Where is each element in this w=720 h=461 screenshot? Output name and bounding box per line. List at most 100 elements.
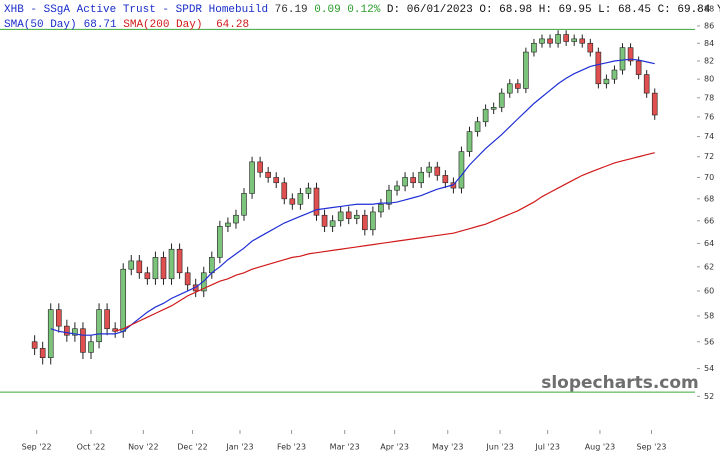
legend: SMA(50 Day) 68.71 SMA(200 Day) 64.28 xyxy=(4,19,249,31)
y-tick-label: 80 xyxy=(704,75,714,84)
x-tick-label: Jul '23 xyxy=(534,443,560,452)
y-tick-label: 70 xyxy=(704,173,714,182)
candle-body xyxy=(370,211,376,231)
legend-name: SMA(50 Day) xyxy=(4,19,77,31)
y-tick-label: 64 xyxy=(704,239,714,248)
candle-body xyxy=(128,260,135,270)
candle-body xyxy=(474,121,481,132)
candle-body xyxy=(571,38,578,42)
candle-body xyxy=(635,60,642,75)
candle-body xyxy=(587,42,594,53)
y-tick-label: 58 xyxy=(704,311,714,320)
candle-body xyxy=(466,131,473,152)
y-tick-label: 52 xyxy=(704,392,714,401)
x-tick-label: Dec '22 xyxy=(177,443,207,452)
candle-body xyxy=(168,248,175,280)
candle-body xyxy=(136,260,143,274)
candle-body xyxy=(378,203,384,213)
x-tick-label: Feb '23 xyxy=(277,443,306,452)
watermark: slopecharts.com xyxy=(541,373,699,393)
quote: D: 06/01/2023 O: 68.98 H: 69.95 L: 68.45… xyxy=(386,4,720,16)
candle-body xyxy=(426,166,433,173)
candle-body xyxy=(273,177,280,184)
candle-body xyxy=(120,268,127,332)
y-tick-label: 84 xyxy=(704,39,714,48)
candle-body xyxy=(611,69,618,80)
candle-body xyxy=(619,47,626,71)
candle-body xyxy=(31,341,38,349)
candle-body xyxy=(329,220,336,227)
candle-body xyxy=(39,348,46,359)
candle-body xyxy=(305,187,312,194)
candle-body xyxy=(498,92,505,108)
header-line: XHB - SSgA Active Trust - SPDR Homebuild… xyxy=(4,4,720,16)
candle-body xyxy=(434,166,441,176)
candle-body xyxy=(289,198,296,205)
candle-body xyxy=(627,47,634,62)
candle-body xyxy=(523,51,529,89)
legend-value: 64.28 xyxy=(216,19,250,31)
x-tick-label: Apr '23 xyxy=(380,443,409,452)
legend-name: SMA(200 Day) xyxy=(123,19,203,31)
candle-body xyxy=(563,34,569,42)
candle-body xyxy=(442,175,449,184)
y-tick-label: 76 xyxy=(704,112,714,121)
candle-body xyxy=(643,74,650,94)
candle-body xyxy=(241,193,247,216)
candle-body xyxy=(88,341,94,353)
candle-body xyxy=(515,83,521,89)
y-tick-label: 88 xyxy=(704,5,714,14)
x-tick-label: May '23 xyxy=(432,443,463,452)
candle-body xyxy=(418,171,424,184)
candle-body xyxy=(265,171,271,178)
candle-body xyxy=(104,309,110,330)
candle-body xyxy=(72,328,78,336)
candle-body xyxy=(337,211,344,222)
x-tick-label: Mar '23 xyxy=(330,443,360,452)
candle-body xyxy=(410,177,416,184)
legend-value: 68.71 xyxy=(83,19,117,31)
x-tick-label: Sep '23 xyxy=(637,443,667,452)
candle-body xyxy=(249,161,255,194)
candle-body xyxy=(539,38,545,44)
y-tick-label: 82 xyxy=(704,56,714,65)
candle-body xyxy=(394,185,400,191)
candle-body xyxy=(47,309,54,359)
candle-body xyxy=(233,214,239,224)
candle-body xyxy=(144,272,151,280)
sma-line xyxy=(114,152,655,332)
candle-body xyxy=(160,257,167,280)
change: 0.09 xyxy=(314,4,341,16)
y-tick-label: 86 xyxy=(704,21,714,30)
candle-body xyxy=(217,226,223,258)
x-tick-label: Jan '23 xyxy=(225,443,253,452)
y-tick-label: 62 xyxy=(704,262,714,271)
candle-body xyxy=(458,151,465,189)
candle-body xyxy=(595,51,602,85)
candle-body xyxy=(386,189,392,205)
candle-body xyxy=(313,187,320,216)
y-tick-label: 56 xyxy=(704,337,714,346)
candle-body xyxy=(555,34,561,44)
candle-body xyxy=(80,328,86,353)
candle-body xyxy=(55,309,62,327)
candle-body xyxy=(209,257,215,274)
title: XHB - SSgA Active Trust - SPDR Homebuild xyxy=(4,4,269,16)
candle-body xyxy=(321,214,328,227)
candle-body xyxy=(225,222,231,227)
candle-body xyxy=(257,161,263,173)
x-tick-label: Aug '23 xyxy=(585,443,616,452)
candle-body xyxy=(651,92,658,116)
change-pct: 0.12% xyxy=(347,4,381,16)
candle-body xyxy=(353,214,360,219)
candle-body xyxy=(362,214,368,231)
last-price: 76.19 xyxy=(274,4,308,16)
candle-body xyxy=(176,248,183,274)
candle-body xyxy=(64,325,70,336)
candle-body xyxy=(184,272,191,286)
candle-body xyxy=(482,108,489,123)
candle-body xyxy=(579,38,586,44)
candle-body xyxy=(490,107,497,110)
